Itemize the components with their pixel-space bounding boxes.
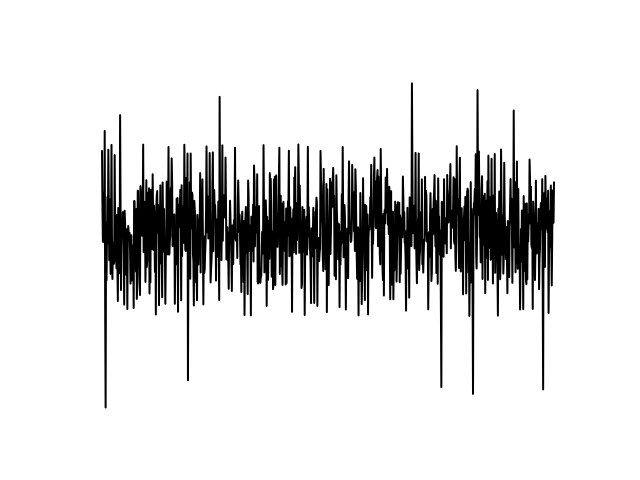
- signal-series-line: [101, 82, 555, 409]
